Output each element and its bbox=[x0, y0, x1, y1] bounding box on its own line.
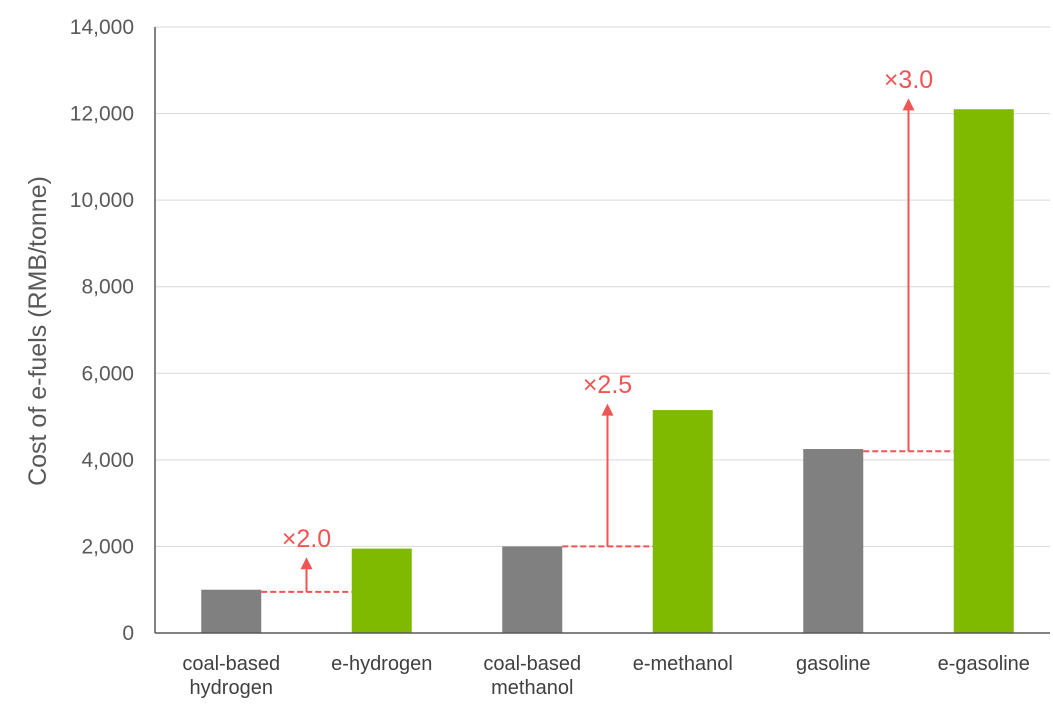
x-category-label: coal-based hydrogen bbox=[182, 653, 280, 699]
y-tick-label: 4,000 bbox=[81, 449, 134, 472]
y-tick-label: 14,000 bbox=[70, 16, 134, 39]
x-category-label: e-hydrogen bbox=[331, 653, 432, 675]
y-tick-label: 6,000 bbox=[81, 362, 134, 385]
multiplier-label: ×3.0 bbox=[884, 66, 933, 94]
y-tick-labels: 0 2,000 4,000 6,000 8,000 10,000 12,000 14,000 bbox=[70, 16, 134, 645]
bars bbox=[201, 109, 1014, 633]
arrow-head bbox=[601, 403, 614, 416]
bar bbox=[803, 449, 864, 633]
y-tick-label: 2,000 bbox=[81, 535, 134, 558]
y-tick-label: 0 bbox=[122, 622, 134, 645]
multiplier-label: ×2.5 bbox=[583, 371, 632, 399]
x-category-label: e-gasoline bbox=[938, 653, 1030, 675]
multiplier-label: ×2.0 bbox=[282, 525, 331, 553]
x-category-label: e-methanol bbox=[633, 653, 733, 675]
annotations: ×2.0 ×2.5 ×3.0 bbox=[261, 66, 954, 593]
bar bbox=[201, 589, 262, 633]
bar bbox=[953, 109, 1014, 633]
y-tick-label: 8,000 bbox=[81, 276, 134, 299]
gridlines bbox=[155, 26, 1050, 547]
y-tick-label: 10,000 bbox=[70, 189, 134, 212]
y-tick-label: 12,000 bbox=[70, 103, 134, 126]
x-category-label: coal-based methanol bbox=[483, 653, 581, 699]
x-category-labels: coal-based hydrogen e-hydrogen coal-based me… bbox=[182, 653, 1030, 699]
arrow-head bbox=[300, 557, 313, 570]
bar bbox=[351, 548, 412, 633]
x-category-label: gasoline bbox=[796, 653, 871, 675]
bar bbox=[652, 410, 713, 633]
arrow-head bbox=[902, 98, 915, 111]
bar bbox=[502, 546, 563, 633]
y-axis-label: Cost of e-fuels (RMB/tonne) bbox=[24, 176, 52, 486]
axes bbox=[154, 27, 1050, 634]
